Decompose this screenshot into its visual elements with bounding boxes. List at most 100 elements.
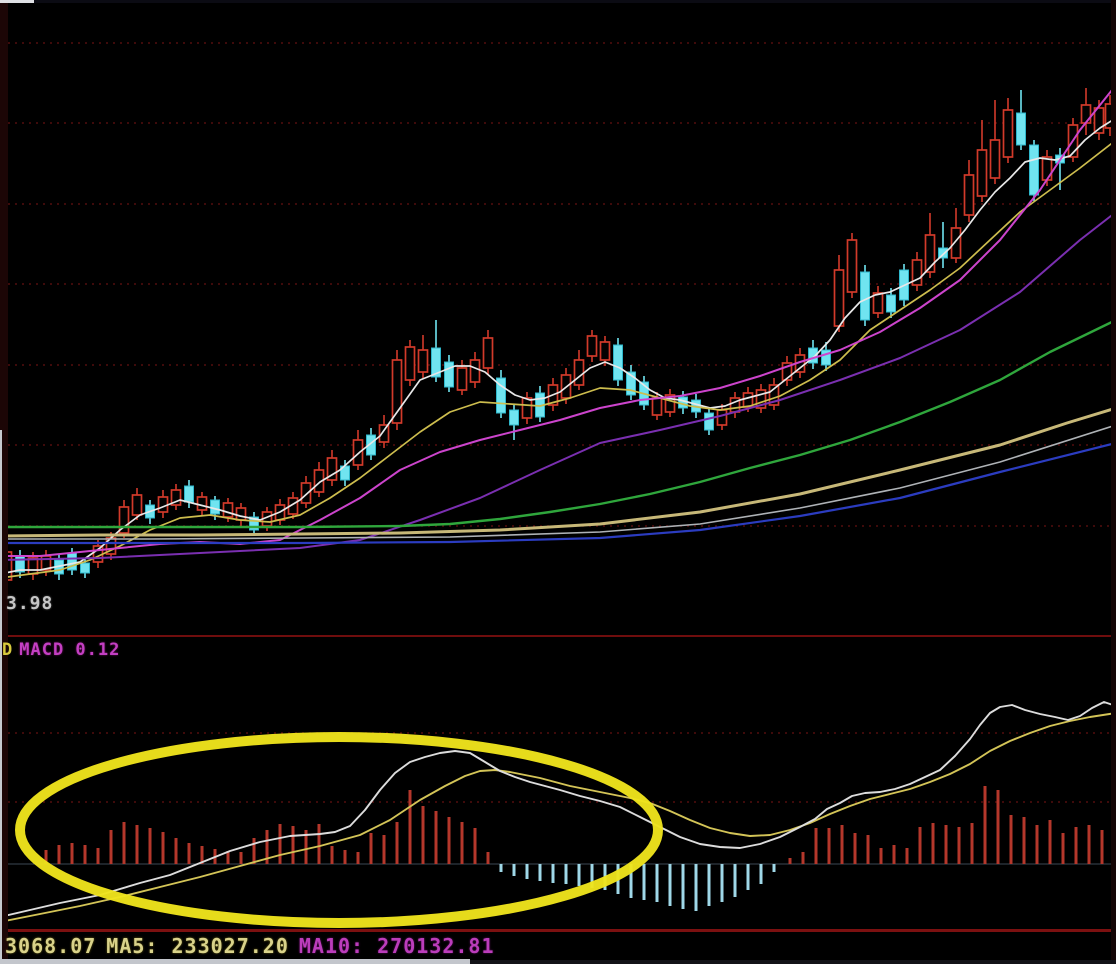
candle-down — [860, 271, 870, 321]
candle-up — [391, 359, 403, 424]
candle-up — [950, 227, 962, 259]
macd-bar-positive — [356, 852, 360, 864]
macd-bar-negative — [746, 864, 750, 890]
macd-bar-positive — [1061, 833, 1065, 864]
ma-khaki-long — [0, 406, 1116, 538]
candle-up — [1093, 107, 1105, 134]
macd-bar-positive — [382, 835, 386, 864]
macd-bar-negative — [525, 864, 529, 879]
macd-bar-positive — [317, 824, 321, 864]
macd-bar-positive — [788, 858, 792, 864]
macd-bar-negative — [590, 864, 594, 888]
candle-up — [131, 494, 143, 516]
candle-down — [210, 499, 220, 515]
macd-bar-positive — [408, 790, 412, 864]
status-ma5-value[interactable]: MA5: 233027.20 — [106, 934, 289, 958]
candle-up — [755, 389, 767, 409]
candle-down — [249, 516, 259, 531]
macd-bar-positive — [304, 830, 308, 864]
macd-bar-positive — [330, 846, 334, 864]
macd-bar-negative — [538, 864, 542, 881]
macd-bar-positive — [447, 817, 451, 864]
candle-up — [586, 335, 598, 357]
macd-bar-positive — [1074, 827, 1078, 864]
frame-left — [0, 0, 8, 964]
macd-bar-positive — [1035, 825, 1039, 864]
macd-bar-positive — [473, 828, 477, 864]
candle-down — [184, 485, 194, 503]
macd-bar-positive — [957, 827, 961, 864]
candle-up — [482, 337, 494, 369]
macd-bar-negative — [694, 864, 698, 911]
dea-yellow — [0, 712, 1116, 923]
macd-bar-positive — [853, 833, 857, 864]
macd-bar-positive — [187, 843, 191, 864]
macd-bar-positive — [148, 828, 152, 864]
candle-up — [846, 239, 858, 293]
ma-yellow — [0, 139, 1116, 579]
macd-bar-positive — [109, 830, 113, 864]
macd-bar-negative — [512, 864, 516, 876]
macd-bar-positive — [421, 806, 425, 864]
macd-bar-positive — [44, 850, 48, 864]
candle-down — [1029, 144, 1039, 196]
macd-bar-positive — [395, 822, 399, 864]
candle-up — [976, 149, 988, 197]
candle-up — [404, 346, 416, 381]
candle-up — [378, 424, 390, 443]
macd-bar-positive — [174, 838, 178, 864]
indicator-prefix-label: D — [2, 640, 14, 660]
candle-up — [352, 439, 364, 466]
macd-bar-positive — [343, 850, 347, 864]
macd-bar-positive — [57, 845, 61, 864]
candle-up — [118, 506, 130, 534]
candle-up — [235, 507, 247, 521]
ma-fast-white — [0, 117, 1116, 575]
candle-down — [1016, 112, 1026, 146]
candle-down — [938, 247, 948, 259]
candle-up — [833, 269, 845, 327]
candle-up — [573, 359, 585, 386]
macd-indicator-panel[interactable] — [0, 701, 1116, 928]
macd-value-label[interactable]: MACD 0.12 — [19, 640, 121, 660]
macd-bar-positive — [1022, 817, 1026, 864]
candle-down — [886, 294, 896, 313]
macd-bar-negative — [551, 864, 555, 883]
candle-up — [599, 341, 611, 361]
candle-up — [651, 397, 663, 416]
macd-bar-positive — [944, 825, 948, 864]
macd-bar-positive — [866, 835, 870, 864]
candle-down — [808, 347, 818, 364]
macd-bar-negative — [733, 864, 737, 897]
frame-bottom-light-strip — [0, 959, 470, 964]
status-divider-line — [0, 929, 1116, 932]
macd-bar-positive — [369, 833, 373, 864]
macd-bar-positive — [840, 825, 844, 864]
candle-up — [911, 259, 923, 286]
candle-up — [313, 469, 325, 493]
ma-violet — [0, 211, 1116, 561]
ma-green — [0, 318, 1116, 529]
panel-divider-line — [0, 635, 1116, 637]
candle-up — [157, 496, 169, 513]
panel-separators — [0, 635, 1116, 932]
price-candlestick-panel[interactable] — [0, 42, 1116, 586]
candle-up — [1002, 109, 1014, 158]
macd-bar-negative — [642, 864, 646, 900]
macd-bar-negative — [668, 864, 672, 906]
macd-bar-negative — [772, 864, 776, 872]
frame-right — [1111, 0, 1116, 964]
status-ma10-value[interactable]: MA10: 270132.81 — [298, 934, 495, 958]
candle-up — [1080, 104, 1092, 124]
candle-up — [326, 457, 338, 481]
candle-up — [768, 384, 780, 406]
macd-label-row: D MACD 0.12 — [2, 640, 120, 660]
macd-bar-positive — [434, 811, 438, 864]
candle-down — [613, 344, 623, 381]
candle-down — [80, 562, 90, 574]
candle-up — [417, 349, 429, 373]
candle-up — [300, 482, 312, 504]
price-axis-label: 3.98 — [6, 593, 54, 614]
macd-bar-negative — [720, 864, 724, 902]
